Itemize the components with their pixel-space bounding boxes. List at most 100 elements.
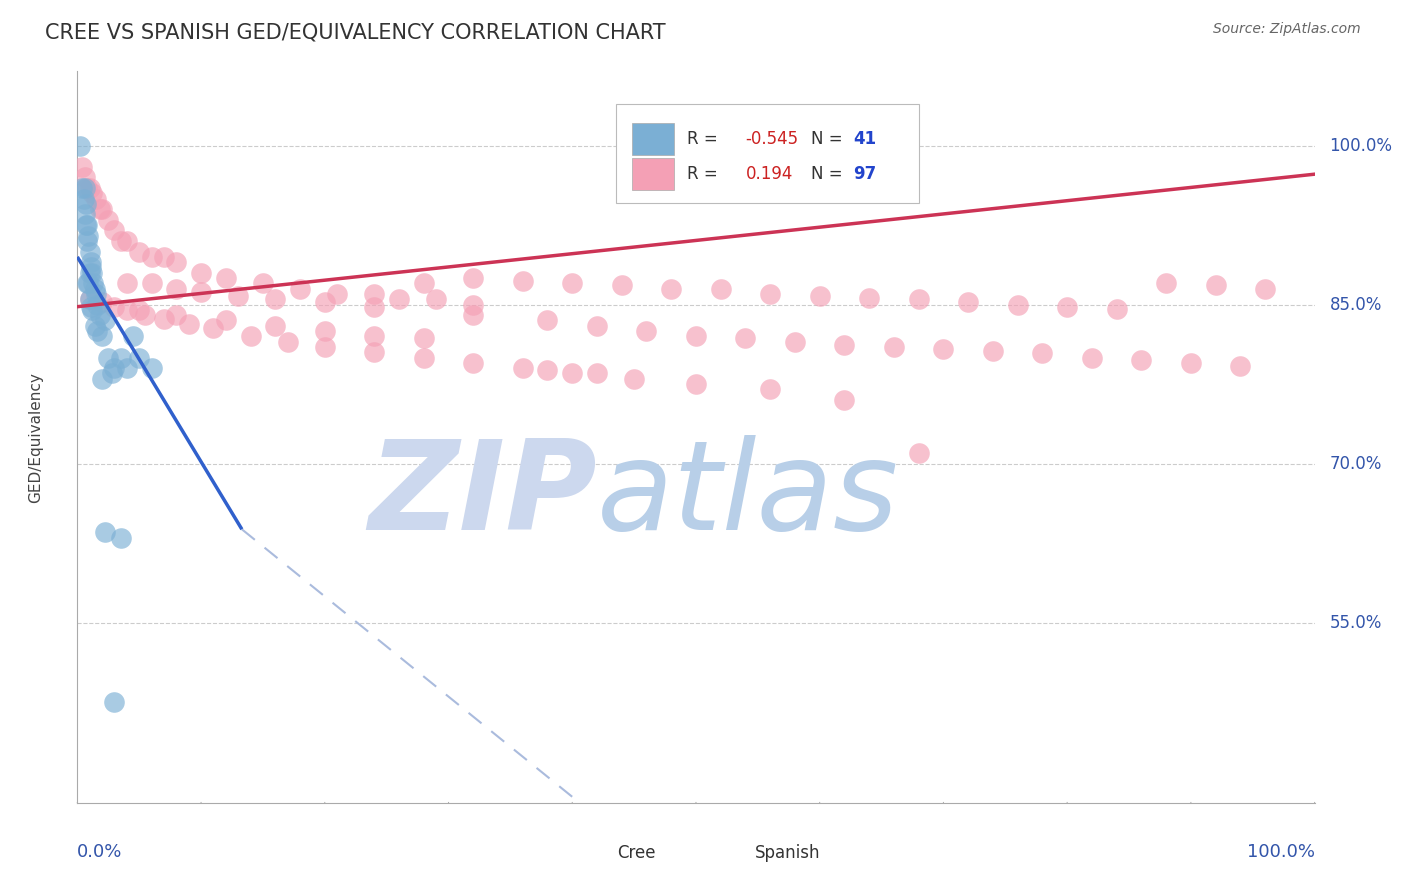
Point xyxy=(425,293,447,307)
Point xyxy=(77,277,100,291)
Point xyxy=(122,329,145,343)
Point xyxy=(110,531,132,545)
Point xyxy=(759,383,782,397)
Point xyxy=(89,202,111,216)
Point xyxy=(75,218,97,232)
Point xyxy=(73,170,96,185)
Point xyxy=(277,334,299,349)
Point xyxy=(101,367,124,381)
Point xyxy=(86,297,108,311)
Point xyxy=(412,277,434,291)
Point xyxy=(93,525,115,540)
Point xyxy=(239,329,262,343)
Point xyxy=(115,234,138,248)
Point xyxy=(1180,356,1202,370)
Point xyxy=(1254,282,1277,296)
Point xyxy=(79,266,101,280)
Point xyxy=(1056,300,1078,314)
Point xyxy=(858,291,880,305)
Point xyxy=(79,244,101,259)
Text: 70.0%: 70.0% xyxy=(1330,455,1382,473)
Point xyxy=(141,250,163,264)
Point xyxy=(97,351,120,365)
Point xyxy=(69,138,91,153)
Point xyxy=(463,308,485,322)
Point xyxy=(76,218,98,232)
Point xyxy=(97,212,120,227)
Point xyxy=(134,308,156,322)
Point xyxy=(91,329,114,343)
Point xyxy=(165,282,187,296)
Point xyxy=(76,277,98,291)
Point xyxy=(659,282,682,296)
Point xyxy=(1229,359,1251,373)
Point xyxy=(153,250,176,264)
Text: 0.194: 0.194 xyxy=(745,165,793,183)
Point xyxy=(226,289,249,303)
Point xyxy=(91,295,114,310)
Text: CREE VS SPANISH GED/EQUIVALENCY CORRELATION CHART: CREE VS SPANISH GED/EQUIVALENCY CORRELAT… xyxy=(45,22,665,42)
Point xyxy=(177,317,200,331)
Text: 41: 41 xyxy=(853,130,876,148)
Text: 55.0%: 55.0% xyxy=(1330,614,1382,632)
FancyBboxPatch shape xyxy=(709,838,748,867)
Point xyxy=(83,318,105,333)
Point xyxy=(165,308,187,322)
Text: 97: 97 xyxy=(853,165,876,183)
Point xyxy=(75,197,97,211)
Point xyxy=(883,340,905,354)
Point xyxy=(734,331,756,345)
Point xyxy=(72,192,94,206)
Point xyxy=(1105,301,1128,316)
FancyBboxPatch shape xyxy=(569,838,609,867)
Point xyxy=(84,192,107,206)
Point xyxy=(1130,352,1153,367)
Point xyxy=(1007,297,1029,311)
Point xyxy=(314,295,336,310)
Point xyxy=(79,293,101,307)
Point xyxy=(84,287,107,301)
Point xyxy=(76,234,98,248)
Point xyxy=(202,321,225,335)
Point xyxy=(363,300,385,314)
Text: atlas: atlas xyxy=(598,435,898,556)
Text: 100.0%: 100.0% xyxy=(1247,843,1315,861)
Text: Source: ZipAtlas.com: Source: ZipAtlas.com xyxy=(1213,22,1361,37)
FancyBboxPatch shape xyxy=(616,104,918,203)
Text: ZIP: ZIP xyxy=(368,435,598,556)
Point xyxy=(73,181,96,195)
Point xyxy=(685,329,707,343)
Point xyxy=(1031,346,1053,360)
Point xyxy=(264,293,287,307)
Point xyxy=(86,324,108,338)
Point xyxy=(215,313,238,327)
Text: R =: R = xyxy=(688,165,728,183)
Point xyxy=(536,313,558,327)
Point xyxy=(73,207,96,221)
Point xyxy=(363,345,385,359)
Point xyxy=(103,361,125,376)
Point xyxy=(463,297,485,311)
Point xyxy=(932,342,955,356)
Point xyxy=(128,302,150,317)
Point xyxy=(561,367,583,381)
Point xyxy=(77,228,100,243)
Point xyxy=(388,293,411,307)
Point xyxy=(82,186,104,201)
Point xyxy=(610,278,633,293)
Point xyxy=(103,223,125,237)
Point xyxy=(115,302,138,317)
Point xyxy=(79,293,101,307)
Point xyxy=(463,271,485,285)
Text: 100.0%: 100.0% xyxy=(1330,136,1392,154)
Point xyxy=(981,344,1004,359)
Point xyxy=(82,302,104,317)
Point xyxy=(907,293,929,307)
Point xyxy=(110,351,132,365)
Text: 85.0%: 85.0% xyxy=(1330,295,1382,314)
Point xyxy=(264,318,287,333)
Point xyxy=(808,289,831,303)
Point xyxy=(80,255,103,269)
Point xyxy=(141,361,163,376)
Point xyxy=(314,340,336,354)
